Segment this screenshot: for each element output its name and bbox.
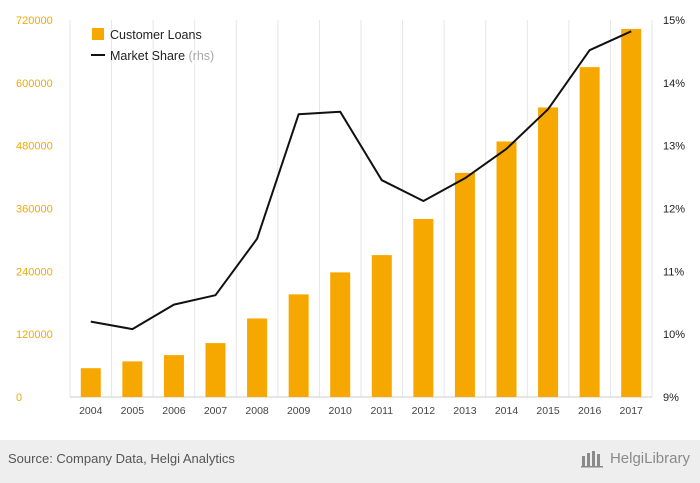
legend-swatch-bar [92, 28, 104, 40]
line-series [90, 30, 632, 331]
left-tick-label: 480000 [16, 141, 53, 153]
x-tick-label: 2010 [329, 405, 353, 417]
x-tick-label: 2016 [578, 405, 602, 417]
right-tick-label: 12% [663, 204, 685, 216]
legend: Customer Loans Market Share (rhs) [91, 28, 214, 63]
right-tick-label: 10% [663, 329, 685, 341]
left-tick-label: 720000 [16, 15, 53, 27]
right-tick-label: 9% [663, 392, 679, 404]
bar-2016[interactable] [579, 67, 600, 397]
bar-series [80, 28, 642, 397]
source-text: Source: Company Data, Helgi Analytics [8, 451, 235, 466]
legend-label-market-share: Market Share (rhs) [110, 49, 214, 63]
left-tick-label: 240000 [16, 266, 53, 278]
x-tick-label: 2014 [495, 405, 519, 417]
right-tick-label: 14% [663, 78, 685, 90]
left-tick-label: 120000 [16, 329, 53, 341]
x-tick-label: 2015 [536, 405, 560, 417]
bar-2013[interactable] [454, 172, 475, 397]
bar-2014[interactable] [496, 141, 517, 397]
bar-2011[interactable] [371, 255, 392, 397]
x-tick-label: 2011 [370, 405, 393, 417]
right-tick-label: 11% [663, 266, 684, 278]
bar-2005[interactable] [122, 361, 143, 397]
left-axis: 720000 600000 480000 360000 240000 120000 0 [16, 15, 53, 404]
x-tick-label: 2005 [121, 405, 145, 417]
right-tick-label: 13% [663, 141, 685, 153]
grid-lines [69, 20, 653, 398]
x-tick-label: 2009 [287, 405, 311, 417]
x-tick-label: 2006 [162, 405, 186, 417]
x-tick-label: 2013 [453, 405, 477, 417]
x-tick-label: 2007 [204, 405, 228, 417]
brand-logo[interactable]: HelgiLibrary [580, 448, 690, 468]
bar-2006[interactable] [163, 355, 184, 397]
bar-2012[interactable] [413, 218, 434, 397]
bar-2015[interactable] [538, 107, 559, 397]
x-tick-label: 2008 [245, 405, 269, 417]
bar-2008[interactable] [247, 318, 268, 397]
left-tick-label: 600000 [16, 78, 53, 90]
x-axis: 2004 2005 2006 2007 2008 2009 2010 2011 2012 2013… [79, 405, 643, 417]
bar-2004[interactable] [80, 368, 101, 397]
chart-svg: 720000 600000 480000 360000 240000 120000 0 15… [16, 15, 685, 417]
bar-2017[interactable] [621, 28, 642, 397]
x-tick-label: 2004 [79, 405, 103, 417]
x-tick-label: 2012 [412, 405, 436, 417]
bar-2010[interactable] [330, 272, 351, 397]
x-tick-label: 2017 [620, 405, 644, 417]
library-icon [580, 451, 603, 468]
left-tick-label: 360000 [16, 204, 53, 216]
right-axis: 15% 14% 13% 12% 11% 10% 9% [663, 15, 685, 404]
legend-label-customer-loans: Customer Loans [110, 28, 202, 42]
right-tick-label: 15% [663, 15, 685, 27]
bar-2009[interactable] [288, 294, 309, 397]
brand-text: HelgiLibrary [609, 449, 690, 467]
legend-rhs-suffix: (rhs) [189, 49, 215, 63]
bar-2007[interactable] [205, 343, 226, 397]
market-share-line[interactable] [90, 30, 632, 331]
footer-bar: Source: Company Data, Helgi Analytics He… [0, 440, 700, 483]
left-tick-label: 0 [16, 392, 22, 404]
